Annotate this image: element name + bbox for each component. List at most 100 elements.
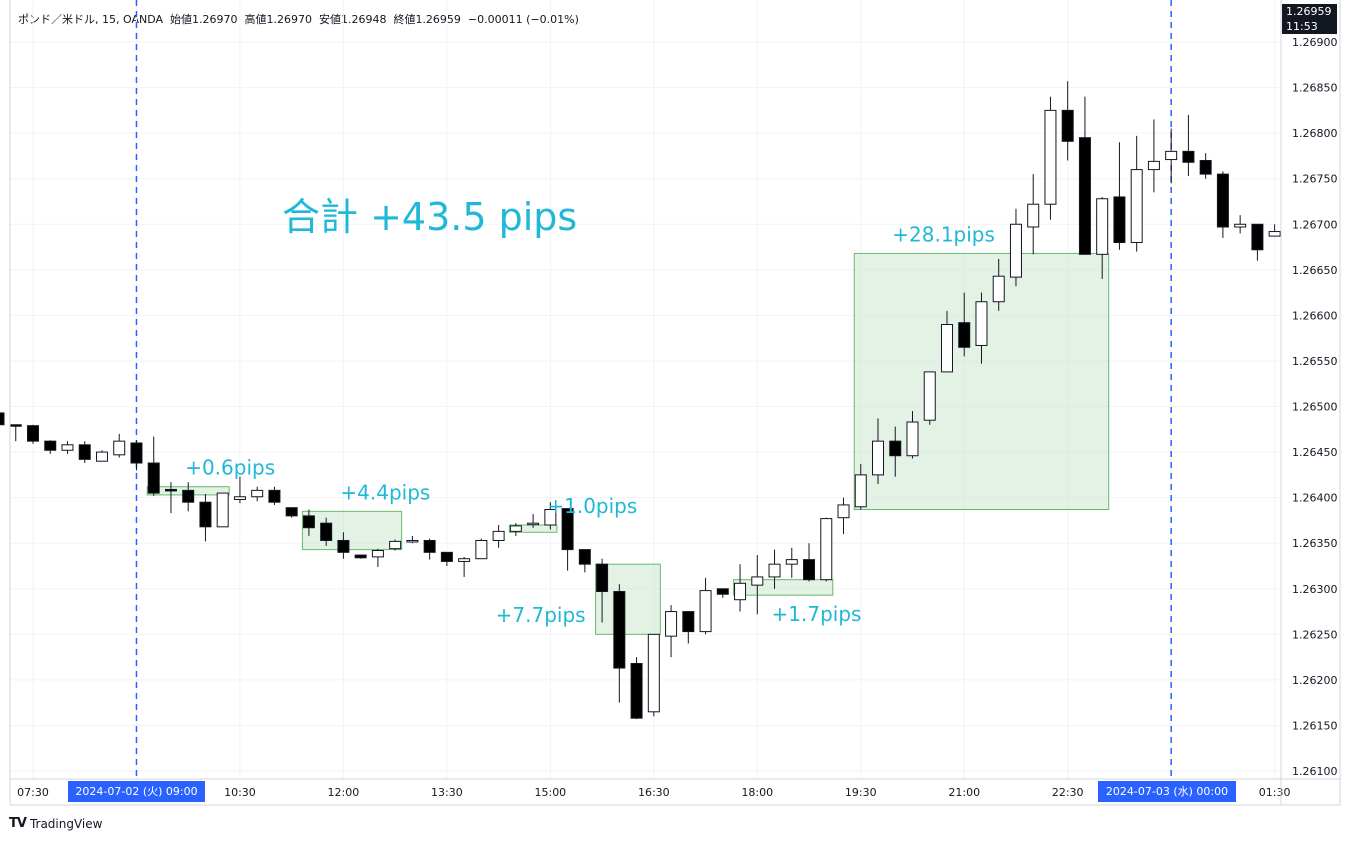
- candle-body[interactable]: [665, 611, 678, 637]
- candle-body[interactable]: [61, 444, 74, 451]
- y-tick-label: 1.26200: [1292, 674, 1338, 687]
- candle-body[interactable]: [1061, 109, 1074, 142]
- profit-zone-box[interactable]: [733, 579, 834, 596]
- candle-body[interactable]: [285, 507, 298, 517]
- candle-body[interactable]: [95, 451, 108, 462]
- x-tick-label: 19:30: [845, 786, 877, 799]
- y-tick-label: 1.26400: [1292, 492, 1338, 505]
- candle-body[interactable]: [1009, 223, 1022, 278]
- candle-body[interactable]: [9, 424, 22, 427]
- candle-body[interactable]: [458, 558, 471, 562]
- x-tick-label: 21:00: [948, 786, 980, 799]
- candle-body[interactable]: [1096, 198, 1109, 255]
- candle-body[interactable]: [1216, 173, 1229, 228]
- candle-body[interactable]: [337, 539, 350, 553]
- candle-body[interactable]: [527, 522, 540, 526]
- candle-body[interactable]: [1182, 150, 1195, 163]
- candle-body[interactable]: [716, 588, 729, 595]
- tradingview-logo[interactable]: TV TradingView: [9, 816, 102, 831]
- candle-body[interactable]: [682, 611, 695, 633]
- candle-body[interactable]: [975, 301, 988, 346]
- candle-body[interactable]: [44, 440, 57, 451]
- profit-zone-label: +28.1pips: [892, 222, 995, 246]
- candle-body[interactable]: [1165, 150, 1178, 161]
- candle-body[interactable]: [940, 324, 953, 373]
- candle-body[interactable]: [1251, 223, 1264, 251]
- candle-body[interactable]: [837, 504, 850, 519]
- candle-body[interactable]: [0, 412, 5, 426]
- y-tick-label: 1.26300: [1292, 583, 1338, 596]
- session-date-tag-2: 2024-07-03 (水) 00:00: [1098, 781, 1236, 802]
- candle-body[interactable]: [820, 518, 833, 581]
- profit-zone-box[interactable]: [301, 510, 403, 551]
- candle-body[interactable]: [423, 539, 436, 553]
- candle-body[interactable]: [475, 539, 488, 560]
- y-tick-label: 1.26100: [1292, 765, 1338, 778]
- y-tick-label: 1.26250: [1292, 628, 1338, 641]
- candle-body[interactable]: [544, 508, 557, 526]
- candle-body[interactable]: [854, 474, 867, 508]
- candle-body[interactable]: [406, 539, 419, 543]
- profit-zone-label: +0.6pips: [185, 456, 275, 480]
- total-pips-label: 合計 +43.5 pips: [282, 195, 577, 239]
- candle-body[interactable]: [251, 489, 264, 498]
- candle-body[interactable]: [1130, 169, 1143, 243]
- x-tick-label: 01:30: [1259, 786, 1291, 799]
- candle-body[interactable]: [130, 442, 143, 464]
- y-tick-label: 1.26600: [1292, 309, 1338, 322]
- candle-body[interactable]: [906, 421, 919, 457]
- candle-body[interactable]: [1027, 203, 1040, 228]
- candle-body[interactable]: [440, 551, 453, 562]
- candle-body[interactable]: [923, 371, 936, 421]
- candle-body[interactable]: [958, 322, 971, 348]
- candle-body[interactable]: [561, 508, 574, 551]
- candle-body[interactable]: [216, 492, 229, 528]
- candle-body[interactable]: [647, 633, 660, 713]
- candle-body[interactable]: [1078, 137, 1091, 255]
- candle-body[interactable]: [302, 515, 315, 529]
- y-tick-label: 1.26850: [1292, 82, 1338, 95]
- candle-body[interactable]: [630, 663, 643, 719]
- candle-body[interactable]: [596, 563, 609, 593]
- y-tick-label: 1.26900: [1292, 36, 1338, 49]
- candle-body[interactable]: [268, 489, 281, 503]
- candle-body[interactable]: [1147, 160, 1160, 171]
- candle-body[interactable]: [164, 488, 177, 492]
- candle-body[interactable]: [1234, 223, 1247, 228]
- y-tick-label: 1.26500: [1292, 401, 1338, 414]
- candle-body[interactable]: [371, 550, 384, 558]
- x-tick-label: 22:30: [1052, 786, 1084, 799]
- candle-body[interactable]: [803, 559, 816, 581]
- profit-zone-box[interactable]: [853, 252, 1110, 510]
- candle-body[interactable]: [1268, 231, 1281, 237]
- candle-body[interactable]: [785, 559, 798, 565]
- last-price: 1.26959: [1286, 5, 1332, 18]
- candle-body[interactable]: [751, 576, 764, 586]
- candle-body[interactable]: [992, 275, 1005, 303]
- candle-body[interactable]: [113, 440, 126, 456]
- candle-body[interactable]: [182, 489, 195, 503]
- candle-body[interactable]: [389, 540, 402, 550]
- x-tick-label: 18:00: [741, 786, 773, 799]
- candle-body[interactable]: [1044, 109, 1057, 205]
- candle-body[interactable]: [734, 582, 747, 601]
- candle-body[interactable]: [1113, 196, 1126, 243]
- candle-body[interactable]: [233, 496, 246, 500]
- candle-body[interactable]: [147, 462, 160, 494]
- candle-body[interactable]: [492, 530, 505, 541]
- candle-body[interactable]: [509, 525, 522, 532]
- candle-body[interactable]: [613, 591, 626, 669]
- candle-body[interactable]: [78, 444, 91, 460]
- candle-body[interactable]: [889, 440, 902, 457]
- candle-body[interactable]: [199, 501, 212, 528]
- candle-body[interactable]: [768, 563, 781, 578]
- candle-body[interactable]: [872, 440, 885, 476]
- candle-body[interactable]: [1199, 159, 1212, 175]
- candle-body[interactable]: [27, 425, 39, 442]
- candle-body[interactable]: [699, 590, 712, 633]
- tradingview-logo-text: TradingView: [29, 816, 103, 831]
- candle-body[interactable]: [320, 522, 333, 541]
- candle-body[interactable]: [578, 549, 591, 565]
- candle-body[interactable]: [354, 554, 367, 559]
